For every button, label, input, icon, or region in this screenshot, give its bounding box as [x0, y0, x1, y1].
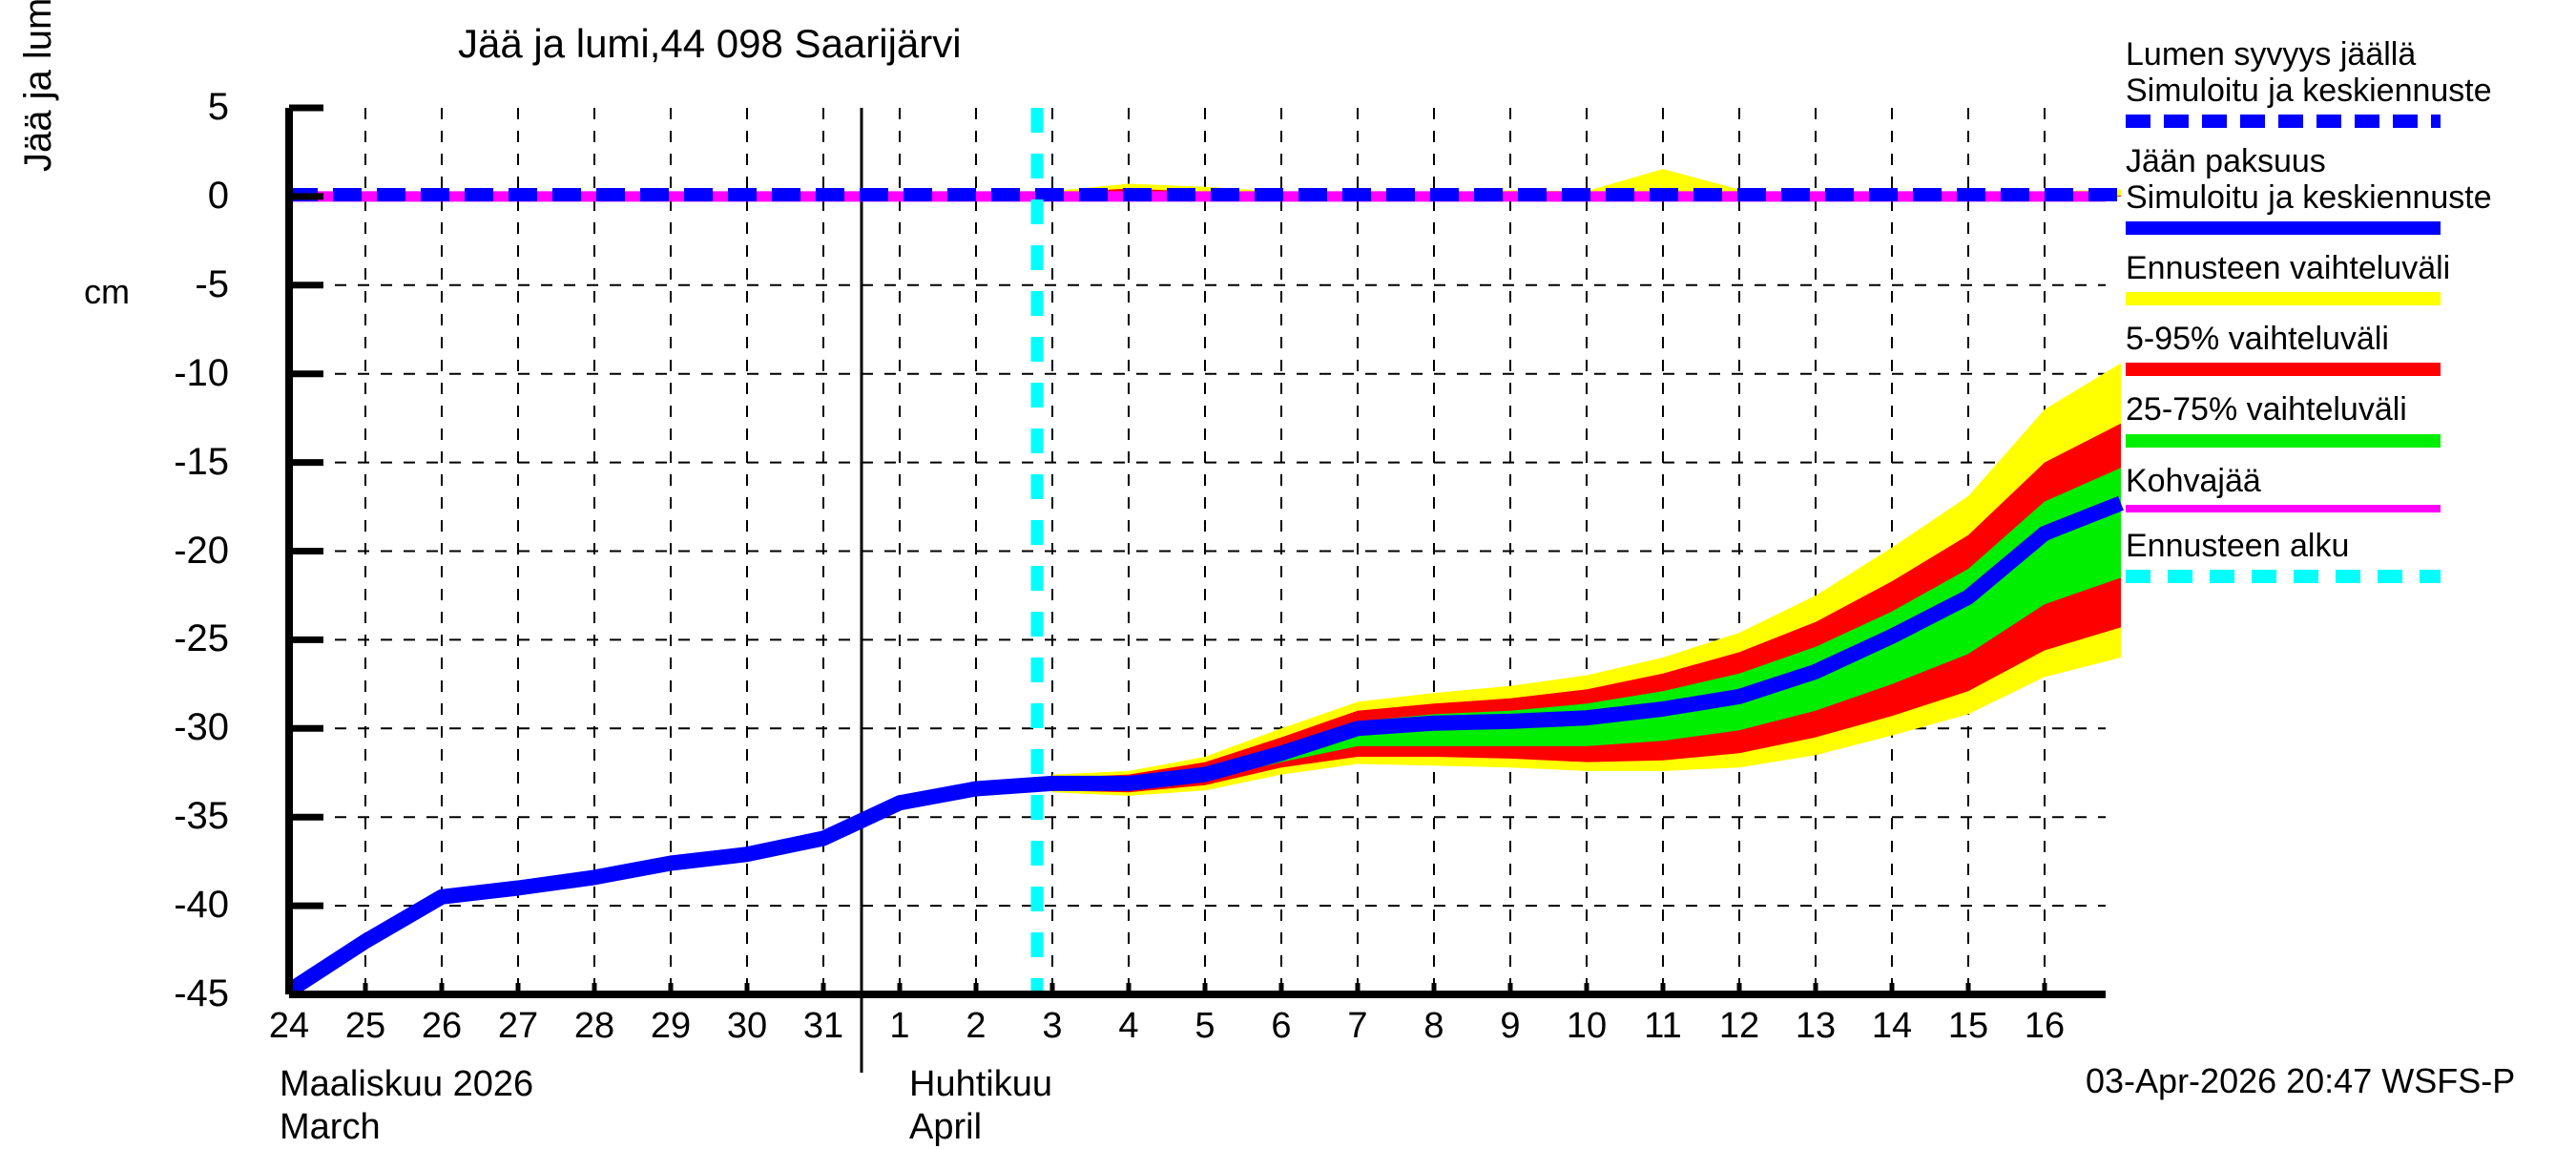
y-tick-label: -10 — [174, 351, 229, 394]
x-tick-label: 30 — [726, 1006, 768, 1046]
month-label-en: April — [909, 1106, 983, 1147]
y-tick-label: -5 — [195, 262, 229, 305]
legend-item-title: Ennusteen vaihteluväli — [2126, 250, 2451, 287]
x-tick-label: 15 — [1947, 1006, 1989, 1046]
x-tick-label: 29 — [650, 1006, 692, 1046]
legend-item-title: Jään paksuus — [2126, 143, 2326, 180]
x-tick-label: 14 — [1871, 1006, 1913, 1046]
x-tick-label: 11 — [1644, 1006, 1682, 1046]
y-axis-unit: cm — [84, 272, 130, 311]
legend-item-title: 25-75% vaihteluväli — [2126, 391, 2407, 428]
x-tick-label: 6 — [1271, 1006, 1292, 1046]
month-label: Huhtikuu April — [909, 1063, 1052, 1149]
x-tick-label: 13 — [1795, 1006, 1837, 1046]
legend-swatch-solid-blue — [2126, 221, 2441, 236]
legend-item: 25-75% vaihteluväli — [2126, 391, 2574, 448]
x-tick-label: 4 — [1118, 1006, 1139, 1046]
x-tick-label: 28 — [573, 1006, 615, 1046]
x-tick-label: 5 — [1195, 1006, 1215, 1046]
x-tick-label: 12 — [1718, 1006, 1760, 1046]
y-tick-label: -20 — [174, 529, 229, 572]
legend-item: Lumen syvyys jäällä Simuloitu ja keskienn… — [2126, 36, 2574, 129]
x-tick-label: 16 — [2024, 1006, 2066, 1046]
x-tick-label: 31 — [802, 1006, 844, 1046]
y-tick-label: -25 — [174, 617, 229, 660]
legend-swatch-magenta — [2126, 504, 2441, 512]
x-tick-label: 10 — [1566, 1006, 1608, 1046]
legend-item-title: 5-95% vaihteluväli — [2126, 321, 2389, 358]
legend-item-title: Ennusteen alku — [2126, 527, 2350, 564]
month-label-en: March — [280, 1106, 381, 1147]
legend-item-subtitle: Simuloitu ja keskiennuste — [2126, 73, 2492, 110]
x-tick-label: 9 — [1500, 1006, 1521, 1046]
x-tick-label: 1 — [889, 1006, 910, 1046]
page-title: Jää ja lumi,44 098 Saarijärvi — [458, 21, 962, 66]
x-tick-label: 3 — [1042, 1006, 1063, 1046]
y-tick-label: 0 — [207, 174, 229, 217]
footer-timestamp: 03-Apr-2026 20:47 WSFS-P — [2086, 1061, 2516, 1100]
chart-legend: Lumen syvyys jäällä Simuloitu ja keskienn… — [2126, 36, 2574, 598]
legend-item: Jään paksuus Simuloitu ja keskiennuste — [2126, 143, 2574, 236]
x-tick-label: 7 — [1347, 1006, 1368, 1046]
legend-item: 5-95% vaihteluväli — [2126, 321, 2574, 377]
x-tick-label: 26 — [421, 1006, 463, 1046]
legend-item: Kohvajää — [2126, 463, 2574, 512]
x-tick-label: 24 — [268, 1006, 310, 1046]
legend-swatch-dashed-cyan — [2126, 569, 2441, 583]
x-tick-label: 8 — [1423, 1006, 1444, 1046]
month-label-fi: Maaliskuu 2026 — [280, 1064, 534, 1104]
y-tick-label: 5 — [207, 86, 229, 128]
legend-swatch-yellow — [2126, 292, 2441, 306]
y-tick-label: -40 — [174, 884, 229, 927]
legend-swatch-dashed-blue — [2126, 115, 2441, 129]
month-label: Maaliskuu 2026 March — [280, 1063, 533, 1149]
legend-swatch-green — [2126, 433, 2441, 448]
y-tick-label: -45 — [174, 972, 229, 1014]
y-tick-label: -30 — [174, 706, 229, 749]
x-tick-label: 2 — [966, 1006, 987, 1046]
legend-item: Ennusteen vaihteluväli — [2126, 250, 2574, 306]
x-tick-label: 25 — [344, 1006, 386, 1046]
month-label-fi: Huhtikuu — [909, 1064, 1052, 1104]
x-tick-label: 27 — [497, 1006, 539, 1046]
legend-item-title: Kohvajää — [2126, 462, 2261, 499]
legend-item: Ennusteen alku — [2126, 528, 2574, 583]
legend-item-subtitle: Simuloitu ja keskiennuste — [2126, 179, 2492, 217]
legend-item-title: Lumen syvyys jäällä — [2126, 36, 2417, 73]
ice-band-5-95 — [1052, 423, 2121, 793]
y-tick-label: -35 — [174, 795, 229, 838]
ice-thickness-line — [284, 495, 2124, 998]
legend-swatch-red — [2126, 363, 2441, 377]
y-tick-label: -15 — [174, 440, 229, 483]
